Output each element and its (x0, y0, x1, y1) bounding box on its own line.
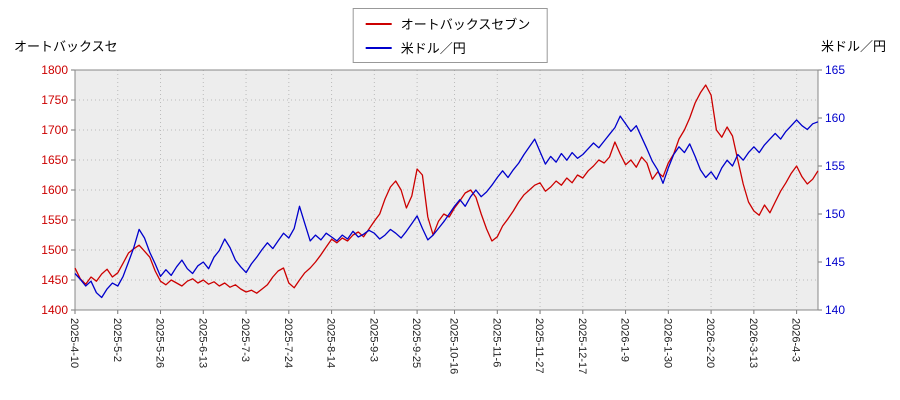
right-axis-title: 米ドル／円 (820, 39, 886, 54)
svg-text:2026-4-3: 2026-4-3 (790, 318, 802, 362)
svg-text:2026-3-13: 2026-3-13 (747, 318, 759, 368)
svg-text:2025-11-27: 2025-11-27 (533, 318, 545, 373)
blue-line-swatch (365, 46, 392, 49)
svg-text:1750: 1750 (41, 93, 68, 107)
svg-text:2025-10-16: 2025-10-16 (448, 318, 460, 374)
svg-text:2025-7-3: 2025-7-3 (239, 318, 251, 362)
svg-text:1800: 1800 (41, 63, 68, 77)
chart-legend: オートバックスセブン 米ドル／円 (352, 8, 548, 63)
svg-text:1550: 1550 (41, 213, 68, 227)
svg-text:2026-1-30: 2026-1-30 (661, 318, 673, 368)
svg-text:155: 155 (825, 159, 845, 173)
svg-text:2025-5-26: 2025-5-26 (154, 318, 166, 368)
svg-text:1500: 1500 (41, 243, 68, 257)
legend-item-usdjpy: 米ドル／円 (365, 38, 531, 57)
svg-text:1600: 1600 (41, 183, 68, 197)
svg-text:1700: 1700 (41, 123, 68, 137)
legend-item-stock: オートバックスセブン (365, 14, 531, 33)
svg-text:2025-6-13: 2025-6-13 (196, 318, 208, 368)
svg-text:2025-4-10: 2025-4-10 (68, 318, 80, 368)
legend-label: オートバックスセブン (400, 17, 531, 32)
red-line-swatch (365, 22, 392, 25)
svg-text:2026-1-9: 2026-1-9 (619, 318, 631, 362)
svg-text:2025-9-25: 2025-9-25 (410, 318, 422, 368)
left-axis-title: オートバックスセ (14, 39, 118, 54)
svg-text:2025-5-2: 2025-5-2 (111, 318, 123, 362)
svg-text:165: 165 (825, 63, 845, 77)
legend-label: 米ドル／円 (400, 41, 466, 56)
svg-text:1450: 1450 (41, 273, 68, 287)
svg-text:2025-8-14: 2025-8-14 (325, 318, 337, 368)
svg-text:150: 150 (825, 207, 845, 221)
svg-text:2026-2-20: 2026-2-20 (704, 318, 716, 368)
svg-text:140: 140 (825, 303, 845, 317)
svg-text:2025-9-3: 2025-9-3 (367, 318, 379, 362)
svg-text:160: 160 (825, 111, 845, 125)
svg-text:1400: 1400 (41, 303, 68, 317)
svg-text:2025-12-17: 2025-12-17 (576, 318, 588, 374)
svg-text:1650: 1650 (41, 153, 68, 167)
svg-text:2025-7-24: 2025-7-24 (282, 318, 294, 368)
svg-text:2025-11-6: 2025-11-6 (490, 318, 502, 367)
svg-text:145: 145 (825, 255, 845, 269)
